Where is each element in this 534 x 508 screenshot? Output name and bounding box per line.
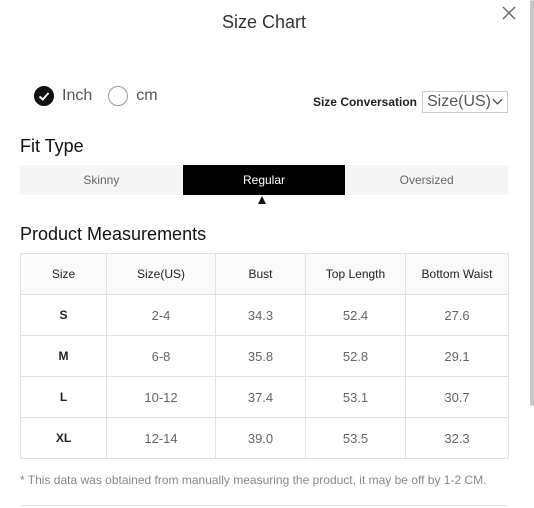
- table-header-row: Size Size(US) Bust Top Length Bottom Wai…: [20, 253, 509, 295]
- table-cell: 29.1: [405, 335, 509, 377]
- table-cell: 35.8: [215, 335, 306, 377]
- size-conversation-value: Size(US): [427, 93, 492, 110]
- column-header: Size(US): [106, 253, 216, 295]
- close-icon[interactable]: [500, 4, 518, 22]
- column-header: Size: [20, 253, 107, 295]
- table-cell: 10-12: [106, 376, 216, 418]
- tab-regular[interactable]: Regular: [182, 165, 346, 195]
- column-header: Top Length: [305, 253, 406, 295]
- unit-label-cm: cm: [136, 87, 158, 104]
- modal-title: Size Chart: [221, 12, 307, 32]
- table-cell: 53.1: [305, 376, 406, 418]
- unit-toggle: Inch cm: [34, 86, 174, 106]
- table-cell: 32.3: [405, 417, 509, 459]
- chevron-down-icon: [492, 98, 503, 105]
- table-row: S 2-4 34.3 52.4 27.6: [20, 294, 509, 336]
- table-cell: L: [20, 376, 107, 418]
- scrollbar[interactable]: [530, 0, 534, 406]
- active-tab-indicator-icon: [258, 196, 266, 204]
- table-cell: 27.6: [405, 294, 509, 336]
- measurements-table: Size Size(US) Bust Top Length Bottom Wai…: [20, 253, 509, 459]
- table-cell: 12-14: [106, 417, 216, 459]
- size-conversation-label: Size Conversation: [312, 95, 417, 109]
- table-cell: 52.8: [305, 335, 406, 377]
- table-cell: M: [20, 335, 107, 377]
- unit-option-inch[interactable]: Inch: [34, 86, 92, 106]
- table-cell: 30.7: [405, 376, 509, 418]
- table-row: M 6-8 35.8 52.8 29.1: [20, 335, 509, 377]
- table-cell: 6-8: [106, 335, 216, 377]
- tab-oversized[interactable]: Oversized: [399, 173, 454, 187]
- table-cell: 39.0: [215, 417, 306, 459]
- measurement-disclaimer: * This data was obtained from manually m…: [20, 473, 487, 487]
- table-cell: 34.3: [215, 294, 306, 336]
- table-cell: 37.4: [215, 376, 306, 418]
- fit-type-tabs: Skinny Regular Oversized: [20, 165, 508, 195]
- table-cell: 2-4: [106, 294, 216, 336]
- table-row: L 10-12 37.4 53.1 30.7: [20, 376, 509, 418]
- fit-type-heading: Fit Type: [20, 136, 84, 156]
- unit-option-cm[interactable]: cm: [108, 86, 158, 106]
- table-row: XL 12-14 39.0 53.5 32.3: [20, 417, 509, 459]
- table-cell: 53.5: [305, 417, 406, 459]
- table-cell: XL: [20, 417, 107, 459]
- radio-unchecked-icon: [108, 86, 129, 106]
- divider: [20, 505, 508, 506]
- size-conversation-select[interactable]: Size(US): [422, 91, 508, 113]
- tab-skinny[interactable]: Skinny: [83, 173, 120, 187]
- product-measurements-heading: Product Measurements: [20, 224, 207, 244]
- radio-checked-icon: [34, 86, 54, 106]
- table-cell: S: [20, 294, 107, 336]
- size-conversation: Size Conversation Size(US): [313, 91, 508, 113]
- column-header: Bottom Waist: [405, 253, 509, 295]
- unit-label-inch: Inch: [62, 87, 93, 104]
- column-header: Bust: [215, 253, 306, 295]
- table-cell: 52.4: [305, 294, 406, 336]
